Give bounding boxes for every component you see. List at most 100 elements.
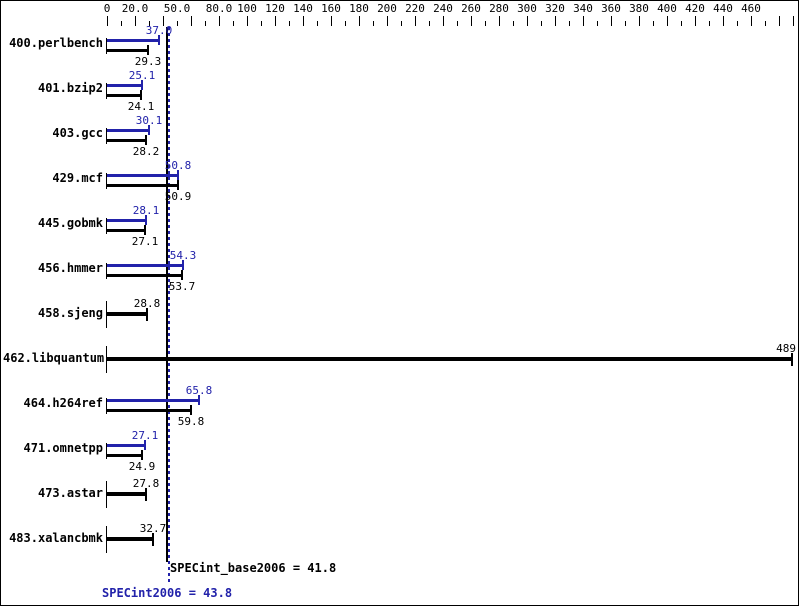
peak-bar <box>107 129 149 132</box>
axis-tick <box>569 21 570 26</box>
base-bar <box>107 312 147 316</box>
axis-tick <box>205 21 206 26</box>
peak-value-label: 65.8 <box>185 384 213 397</box>
base-value-label: 489 <box>776 342 796 355</box>
axis-tick-label: 380 <box>629 2 649 15</box>
axis-tick <box>457 21 458 26</box>
peak-bar <box>107 399 199 402</box>
axis-tick <box>107 16 108 26</box>
base-value-label: 50.9 <box>164 190 192 203</box>
axis-tick-label: 340 <box>573 2 593 15</box>
base-value-label: 53.7 <box>168 280 196 293</box>
base-bar-endcap <box>181 270 183 280</box>
axis-tick <box>485 21 486 26</box>
benchmark-label: 473.astar <box>37 486 103 500</box>
peak-value-label: 54.3 <box>169 249 197 262</box>
axis-tick <box>177 21 178 26</box>
axis-tick <box>751 16 752 26</box>
axis-tick-label: 200 <box>377 2 397 15</box>
axis-tick-label: 400 <box>657 2 677 15</box>
benchmark-label: 401.bzip2 <box>37 81 103 95</box>
peak-value-label: 50.8 <box>164 159 192 172</box>
axis-tick-label: 460 <box>741 2 761 15</box>
axis-tick <box>639 16 640 26</box>
axis-tick-label: 360 <box>601 2 621 15</box>
base-bar-endcap <box>146 308 148 321</box>
axis-tick <box>387 16 388 26</box>
axis-tick <box>443 16 444 26</box>
axis-tick-label: 0 <box>103 2 111 15</box>
benchmark-label: 483.xalancbmk <box>9 531 103 545</box>
base-bar-endcap <box>144 225 146 235</box>
axis-tick-label: 80.0 <box>205 2 233 15</box>
axis-tick <box>737 21 738 26</box>
benchmark-label: 429.mcf <box>52 171 103 185</box>
peak-reference-line <box>168 27 170 585</box>
axis-tick-label: 260 <box>461 2 481 15</box>
axis-tick <box>765 21 766 26</box>
bar-origin-bracket <box>106 173 107 189</box>
axis-tick <box>359 16 360 26</box>
axis-tick-label: 20.0 <box>121 2 149 15</box>
axis-tick <box>247 16 248 26</box>
bar-origin-bracket <box>106 301 107 328</box>
axis-tick <box>695 16 696 26</box>
axis-tick <box>191 16 192 26</box>
bar-origin-bracket <box>106 128 107 144</box>
peak-bar-endcap <box>158 35 160 45</box>
axis-tick <box>583 16 584 26</box>
axis-tick <box>723 16 724 26</box>
peak-bar <box>107 39 159 42</box>
base-bar <box>107 49 148 52</box>
peak-bar-endcap <box>182 260 184 270</box>
base-bar <box>107 274 182 277</box>
base-bar <box>107 409 191 412</box>
axis-tick <box>611 16 612 26</box>
axis-tick <box>429 21 430 26</box>
axis-tick-label: 220 <box>405 2 425 15</box>
axis-tick-label: 120 <box>265 2 285 15</box>
bar-origin-bracket <box>106 263 107 279</box>
axis-tick <box>401 21 402 26</box>
base-value-label: 27.1 <box>131 235 159 248</box>
axis-tick <box>149 21 150 26</box>
bar-origin-bracket <box>106 83 107 99</box>
axis-tick <box>317 21 318 26</box>
peak-value-label: 30.1 <box>135 114 163 127</box>
axis-tick <box>331 16 332 26</box>
benchmark-label: 462.libquantum <box>3 351 105 365</box>
benchmark-label: 445.gobmk <box>37 216 103 230</box>
peak-bar <box>107 264 183 267</box>
axis-tick <box>793 16 794 26</box>
axis-tick <box>289 21 290 26</box>
base-bar-endcap <box>190 405 192 415</box>
base-value-label: 24.9 <box>128 460 156 473</box>
base-bar-endcap <box>145 488 147 501</box>
axis-tick <box>681 21 682 26</box>
base-bar-endcap <box>177 180 179 190</box>
peak-bar <box>107 444 145 447</box>
axis-tick <box>163 16 164 26</box>
axis-tick-label: 240 <box>433 2 453 15</box>
base-value-label: 28.2 <box>132 145 160 158</box>
bar-origin-bracket <box>106 398 107 414</box>
axis-tick <box>373 21 374 26</box>
axis-tick <box>667 16 668 26</box>
axis-tick-label: 420 <box>685 2 705 15</box>
peak-summary-label: SPECint2006 = 43.8 <box>102 586 233 600</box>
benchmark-label: 400.perlbench <box>9 36 103 50</box>
axis-tick <box>415 16 416 26</box>
base-bar <box>107 537 153 541</box>
axis-tick <box>625 21 626 26</box>
axis-tick-label: 440 <box>713 2 733 15</box>
benchmark-label: 456.hmmer <box>37 261 103 275</box>
axis-tick-label: 280 <box>489 2 509 15</box>
peak-value-label: 27.1 <box>131 429 159 442</box>
base-bar <box>107 492 146 496</box>
base-value-label: 27.8 <box>132 477 160 490</box>
base-bar <box>107 139 146 142</box>
base-value-label: 59.8 <box>177 415 205 428</box>
peak-bar <box>107 84 142 87</box>
benchmark-label: 464.h264ref <box>23 396 103 410</box>
axis-tick-label: 160 <box>321 2 341 15</box>
